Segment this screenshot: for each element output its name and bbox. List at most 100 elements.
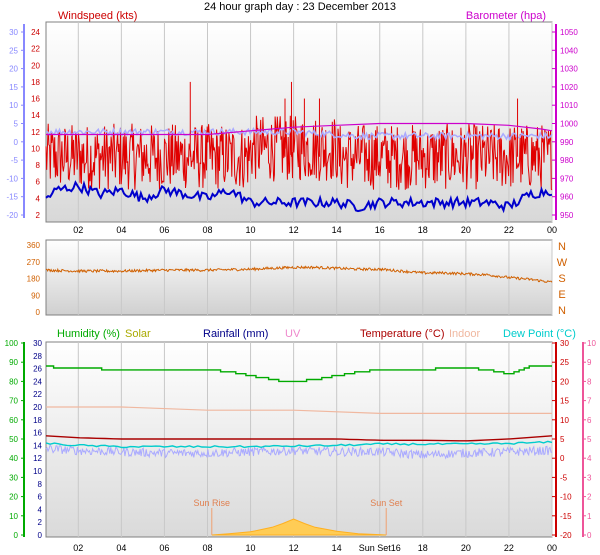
direction-tick-label: 360 <box>27 241 41 250</box>
outer-tick-label: 0 <box>14 138 19 147</box>
x-tick-label: 04 <box>116 225 126 235</box>
outer-tick-label: -5 <box>11 156 19 165</box>
windspeed-average-line <box>45 180 553 214</box>
windspeed-gust-line <box>45 115 553 191</box>
humidity-tick-label: 60 <box>9 416 18 425</box>
uv-tick-label: 0 <box>587 531 592 540</box>
wind-tick-label: 10 <box>31 144 40 153</box>
temperature-tick-label: 25 <box>560 358 569 367</box>
legend-uv: UV <box>285 328 301 340</box>
wind-tick-label: 22 <box>31 45 40 54</box>
humidity-tick-label: 70 <box>9 397 18 406</box>
dew-point-line <box>45 440 553 449</box>
compass-label: N <box>558 241 566 253</box>
rainfall-tick-label: 16 <box>33 429 42 438</box>
outer-tick-label: 30 <box>9 28 18 37</box>
rainfall-tick-label: 30 <box>33 339 42 348</box>
legend-rainfall: Rainfall (mm) <box>203 328 268 340</box>
sun-set-label: Sun Set <box>370 498 403 508</box>
temperature-tick-label: 15 <box>560 397 569 406</box>
compass-label: W <box>557 257 568 269</box>
uv-tick-label: 6 <box>587 416 592 425</box>
outer-tick-label: 20 <box>9 65 18 74</box>
rainfall-tick-label: 6 <box>38 493 43 502</box>
x-tick-label: 14 <box>332 543 342 553</box>
wind-tick-label: 24 <box>31 28 40 37</box>
humidity-tick-label: 90 <box>9 358 18 367</box>
x-tick-label: 20 <box>461 225 471 235</box>
barometer-tick-label: 1010 <box>560 101 578 110</box>
x-tick-label: 12 <box>289 543 299 553</box>
outer-tick-label: 10 <box>9 101 18 110</box>
barometer-tick-label: 990 <box>560 138 574 147</box>
wind-tick-label: 6 <box>36 178 41 187</box>
barometer-tick-label: 1000 <box>560 120 578 129</box>
legend-indoor: Indoor <box>449 328 481 340</box>
barometer-tick-label: 970 <box>560 174 574 183</box>
x-tick-label: 18 <box>418 543 428 553</box>
humidity-tick-label: 40 <box>9 454 18 463</box>
rainfall-tick-label: 22 <box>33 390 42 399</box>
x-tick-label: 18 <box>418 225 428 235</box>
x-tick-label: 06 <box>159 543 169 553</box>
direction-tick-label: 270 <box>27 258 41 267</box>
x-tick-label: 02 <box>73 225 83 235</box>
humidity-tick-label: 100 <box>5 339 19 348</box>
humidity-tick-label: 20 <box>9 493 18 502</box>
direction-tick-label: 90 <box>31 291 40 300</box>
x-tick-label: 08 <box>202 225 212 235</box>
humidity-tick-label: 10 <box>9 512 18 521</box>
compass-label: E <box>558 289 565 301</box>
outer-tick-label: -20 <box>6 211 18 220</box>
barometer-tick-label: 1020 <box>560 83 578 92</box>
x-tick-label: 04 <box>116 543 126 553</box>
uv-tick-label: 9 <box>587 358 592 367</box>
barometer-tick-label: 960 <box>560 193 574 202</box>
rainfall-tick-label: 2 <box>38 518 43 527</box>
x-tick-label: 02 <box>73 543 83 553</box>
uv-tick-label: 2 <box>587 493 592 502</box>
x-tick-label: 14 <box>332 225 342 235</box>
barometer-tick-label: 950 <box>560 211 574 220</box>
x-tick-label: 00 <box>547 225 557 235</box>
temperature-tick-label: 30 <box>560 339 569 348</box>
uv-tick-label: 5 <box>587 435 592 444</box>
light-blue-trace <box>45 444 553 460</box>
temperature-tick-label: 0 <box>560 454 565 463</box>
weather-legend: Humidity (%) Solar Rainfall (mm) UV Temp… <box>57 328 576 340</box>
temperature-tick-label: 5 <box>560 435 565 444</box>
wind-tick-label: 18 <box>31 78 40 87</box>
uv-tick-label: 10 <box>587 339 596 348</box>
humidity-tick-label: 0 <box>14 531 19 540</box>
chart-title: 24 hour graph day : 23 December 2013 <box>204 1 396 13</box>
humidity-tick-label: 30 <box>9 473 18 482</box>
temperature-tick-label: -5 <box>560 473 568 482</box>
uv-tick-label: 8 <box>587 377 592 386</box>
outer-tick-label: 25 <box>9 46 18 55</box>
legend-humidity: Humidity (%) <box>57 328 120 340</box>
wind-tick-label: 16 <box>31 95 40 104</box>
humidity-line <box>46 365 552 383</box>
barometer-label: Barometer (hpa) <box>466 10 546 22</box>
solar-area <box>211 518 387 536</box>
rainfall-tick-label: 0 <box>38 531 43 540</box>
rainfall-tick-label: 18 <box>33 416 42 425</box>
uv-tick-label: 7 <box>587 397 592 406</box>
barometer-tick-label: 1030 <box>560 65 578 74</box>
barometer-tick-label: 1050 <box>560 28 578 37</box>
x-tick-label: 22 <box>504 225 514 235</box>
x-tick-label: 12 <box>289 225 299 235</box>
wind-tick-label: 2 <box>36 211 41 220</box>
rainfall-tick-label: 24 <box>33 377 42 386</box>
legend-dew-point: Dew Point (°C) <box>503 328 576 340</box>
outer-tick-label: -10 <box>6 174 18 183</box>
direction-tick-label: 180 <box>27 275 41 284</box>
sun-rise-label: Sun Rise <box>194 498 231 508</box>
uv-tick-label: 3 <box>587 473 592 482</box>
rainfall-tick-label: 4 <box>38 505 43 514</box>
humidity-tick-label: 80 <box>9 377 18 386</box>
legend-solar: Solar <box>125 328 151 340</box>
outer-tick-label: 5 <box>14 120 19 129</box>
temperature-tick-label: -20 <box>560 531 572 540</box>
